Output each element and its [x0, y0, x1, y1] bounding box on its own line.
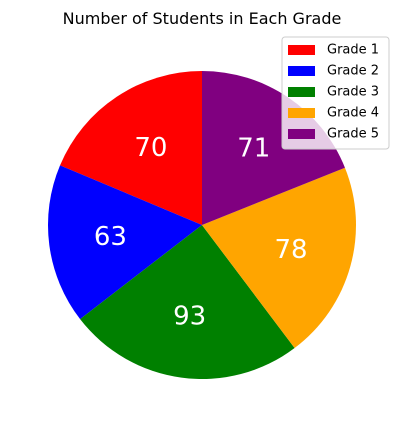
legend-swatch: [288, 45, 315, 55]
legend-swatch: [288, 87, 315, 97]
chart-title: Number of Students in Each Grade: [63, 9, 342, 28]
pie-value-labels: 70 63 93 78 71: [94, 133, 308, 332]
slice-value-label: 93: [173, 302, 206, 332]
legend-label: Grade 1: [327, 43, 379, 58]
pie-slice-grade-2: [48, 165, 202, 320]
legend-label: Grade 2: [327, 64, 379, 79]
slice-value-label: 70: [134, 133, 167, 163]
pie-slices: [48, 71, 357, 379]
legend-label: Grade 5: [327, 127, 379, 142]
pie-slice-grade-1: [60, 71, 202, 225]
legend-label: Grade 4: [327, 106, 379, 121]
pie-slice-grade-3: [80, 225, 295, 379]
legend-swatch: [288, 108, 315, 118]
legend-swatch: [288, 129, 315, 139]
legend: Grade 1 Grade 2 Grade 3 Grade 4 Grade 5: [281, 36, 390, 150]
pie-slice-grade-5: [202, 71, 345, 225]
pie-slice-grade-4: [202, 167, 357, 349]
legend-swatch: [288, 66, 315, 76]
slice-value-label: 78: [274, 235, 307, 265]
legend-label: Grade 3: [327, 85, 379, 100]
slice-value-label: 63: [94, 222, 127, 252]
slice-value-label: 71: [237, 133, 270, 163]
legend-frame: [281, 36, 390, 150]
